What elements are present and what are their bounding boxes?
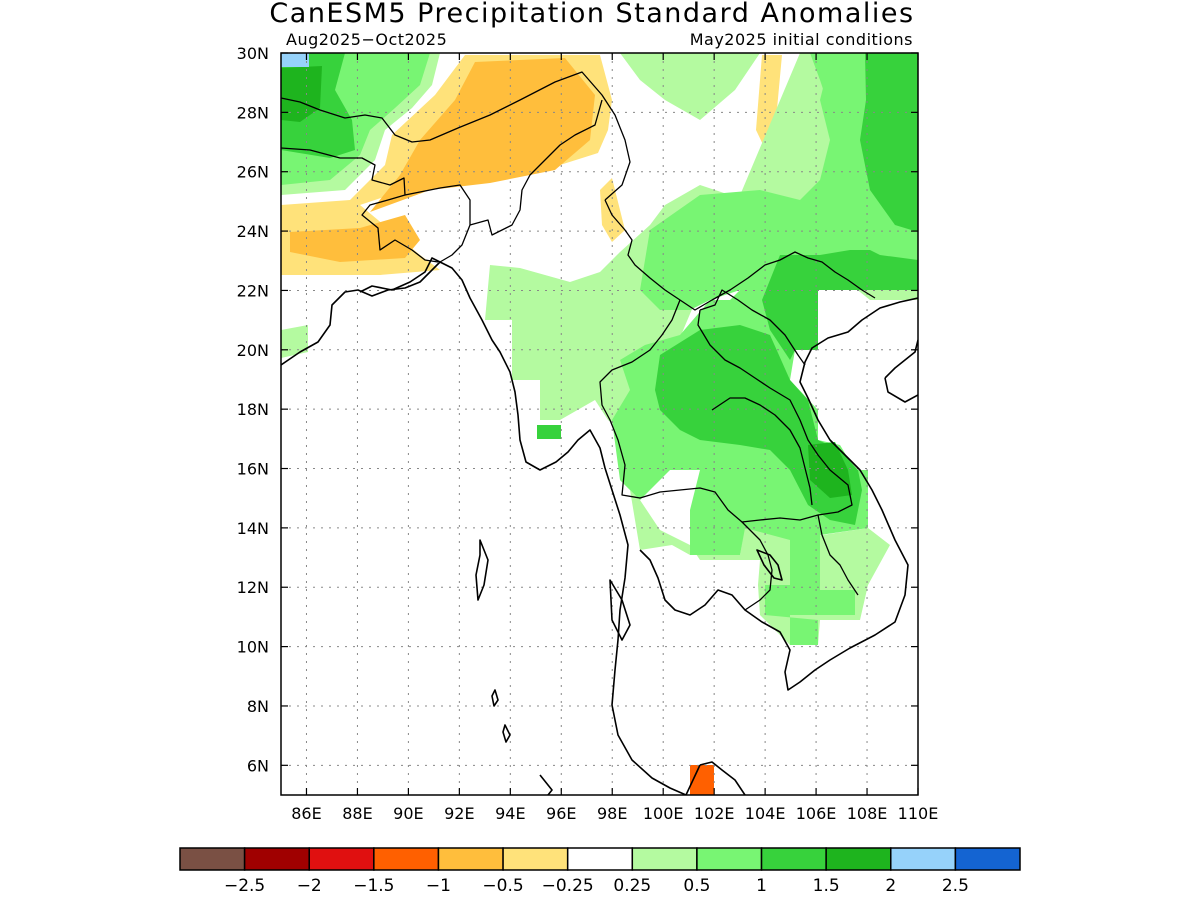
lon-tick-label: 104E: [745, 804, 786, 823]
lon-tick-label: 88E: [342, 804, 372, 823]
colorbar-swatch: [243, 847, 310, 871]
colorbar-swatch: [308, 847, 375, 871]
period-subtitle: Aug2025−Oct2025: [286, 30, 447, 49]
map-area: [281, 53, 918, 795]
lat-tick-label: 18N: [237, 400, 269, 419]
colorbar-label: −2.5: [224, 876, 265, 896]
colorbar-label: 2.5: [942, 876, 969, 896]
lat-tick-label: 26N: [237, 163, 269, 182]
colorbar-label: −0.5: [482, 876, 523, 896]
lon-tick-label: 98E: [597, 804, 627, 823]
colorbar-label: 1: [756, 876, 767, 896]
colorbar-swatch: [954, 847, 1021, 871]
lat-tick-label: 22N: [237, 281, 269, 300]
lon-tick-label: 90E: [393, 804, 423, 823]
colorbar-label: 1.5: [813, 876, 840, 896]
colorbar-swatch: [825, 847, 892, 871]
colorbar-swatch: [566, 847, 634, 871]
lat-tick-label: 14N: [237, 519, 269, 538]
lat-tick-label: 12N: [237, 578, 269, 597]
lat-tick-label: 8N: [247, 697, 269, 716]
colorbar: [179, 847, 1021, 871]
lon-tick-label: 92E: [444, 804, 474, 823]
lon-tick-label: 100E: [643, 804, 684, 823]
latitude-labels: 6N 8N 10N 12N 14N 16N 18N 20N 22N 24N 26N 28N 30N: [237, 44, 269, 775]
colorbar-swatch: [502, 847, 569, 871]
colorbar-label: 2: [885, 876, 896, 896]
axis-ticks: [281, 52, 919, 795]
lon-tick-label: 86E: [291, 804, 321, 823]
lon-tick-label: 96E: [546, 804, 576, 823]
colorbar-swatch: [696, 847, 763, 871]
colorbar-label: 0.5: [683, 876, 710, 896]
initial-conditions-subtitle: May2025 initial conditions: [690, 30, 913, 49]
lon-tick-label: 106E: [796, 804, 837, 823]
lon-tick-label: 94E: [495, 804, 525, 823]
colorbar-swatch: [373, 847, 440, 871]
colorbar-labels: −2.5 −2 −1.5 −1 −0.5 −0.25 0.25 0.5 1 1.5 2 2.5: [224, 876, 969, 896]
colorbar-label: −0.25: [542, 876, 594, 896]
longitude-labels: 86E 88E 90E 92E 94E 96E 98E 100E 102E 104E 106E 108…: [291, 804, 938, 823]
coastlines: [281, 257, 918, 795]
lat-tick-label: 10N: [237, 638, 269, 657]
lat-tick-label: 6N: [247, 756, 269, 775]
lat-tick-label: 24N: [237, 222, 269, 241]
lon-tick-label: 102E: [694, 804, 735, 823]
colorbar-swatch: [437, 847, 504, 871]
colorbar-swatch: [631, 847, 698, 871]
colorbar-swatch: [179, 847, 246, 871]
lat-tick-label: 16N: [237, 460, 269, 479]
country-borders: [281, 71, 876, 611]
colorbar-swatch: [760, 847, 827, 871]
colorbar-label: −1: [426, 876, 451, 896]
map-frame: [280, 52, 919, 796]
colorbar-label: −1.5: [353, 876, 394, 896]
colorbar-swatch: [890, 847, 957, 871]
lat-tick-label: 30N: [237, 44, 269, 63]
lat-tick-label: 28N: [237, 103, 269, 122]
colorbar-label: −2: [297, 876, 322, 896]
figure-title: CanESM5 Precipitation Standard Anomalies: [269, 0, 914, 29]
lat-tick-label: 20N: [237, 341, 269, 360]
colorbar-label: 0.25: [613, 876, 651, 896]
lon-tick-label: 110E: [898, 804, 939, 823]
lon-tick-label: 108E: [847, 804, 888, 823]
